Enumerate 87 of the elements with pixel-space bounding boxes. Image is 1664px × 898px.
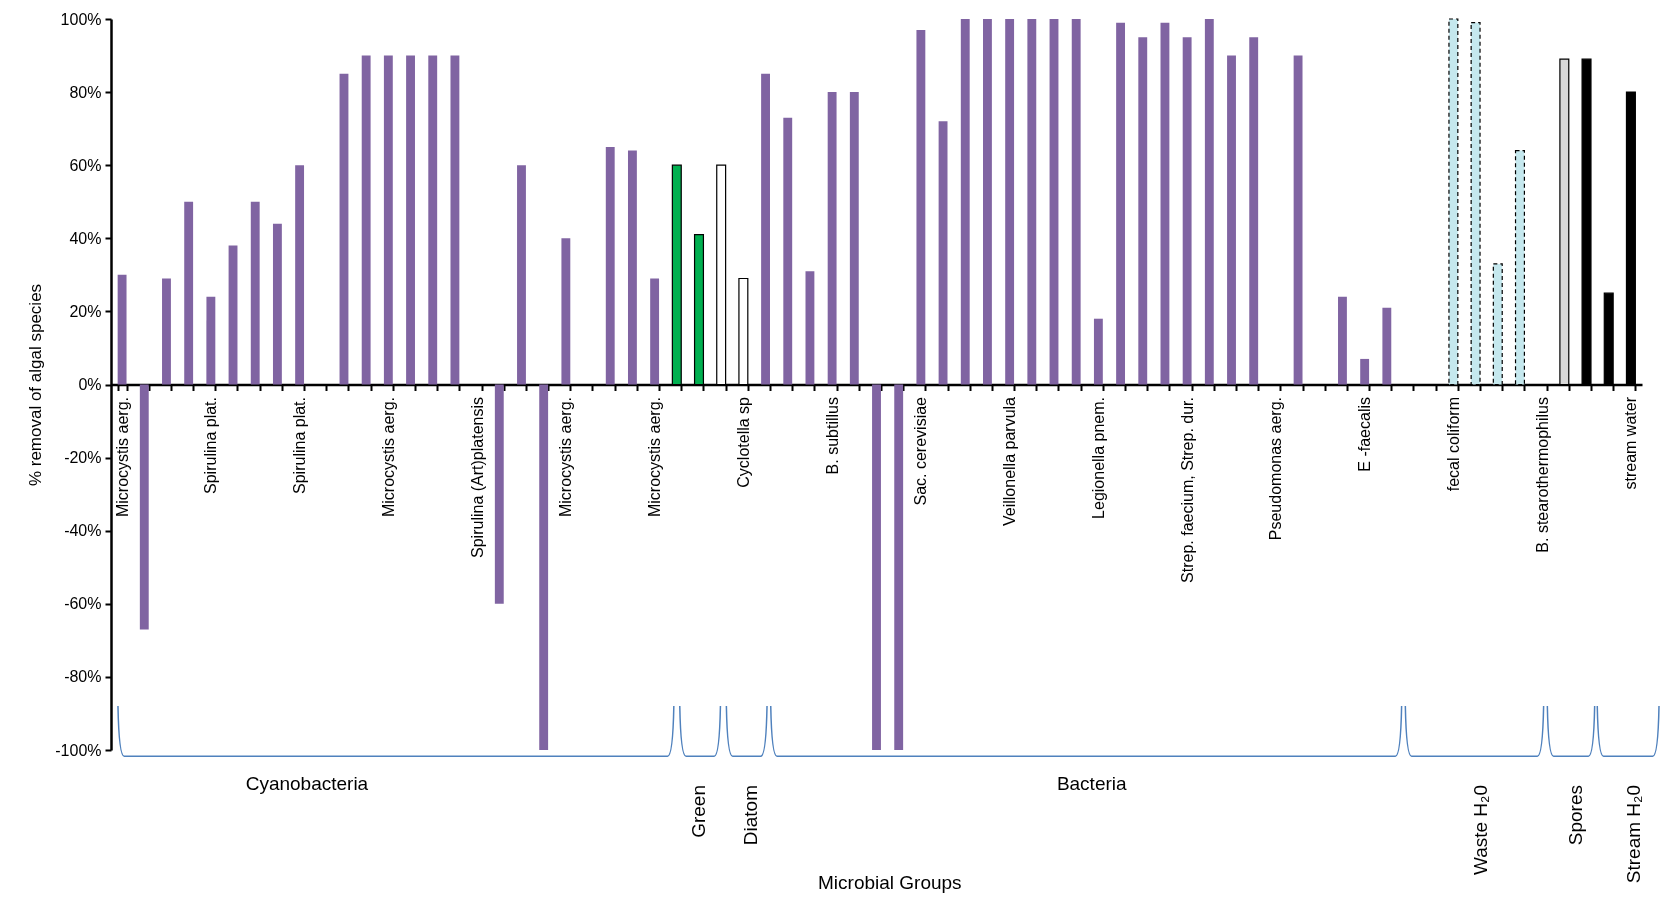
bar [539, 384, 549, 750]
y-tick-label: 100% [60, 10, 102, 28]
bar [295, 165, 305, 385]
x-tick-label: fecal coliform [1444, 397, 1462, 492]
y-tick-label: 0% [78, 376, 102, 393]
x-tick-label: Spirulina plat. [202, 397, 220, 494]
x-tick-label: B. subtillus [823, 397, 841, 475]
text: Bacteria [1056, 773, 1128, 794]
y-tick-label: -40% [64, 522, 102, 540]
bar [450, 55, 460, 385]
bar [1071, 19, 1081, 385]
text: Green [688, 785, 710, 838]
bar [872, 384, 881, 750]
bar [228, 245, 238, 385]
x-tick-label: Legionella pnem. [1089, 397, 1107, 519]
x-tick-label: Microcystis aerg. [646, 397, 664, 518]
text: Cyanobacteria [245, 773, 369, 794]
y-tick-label: 60% [69, 156, 102, 174]
bar [250, 201, 260, 385]
y-tick-label: 20% [69, 302, 102, 320]
bar [983, 19, 992, 385]
bar [761, 73, 770, 385]
x-tick-label: Spirulina (Art)platensis [468, 397, 486, 558]
y-tick-label: 80% [69, 83, 102, 101]
bar [827, 92, 837, 385]
bar [1338, 296, 1347, 385]
bar [849, 92, 859, 385]
bar [361, 55, 371, 385]
x-tick-label: B. stearothermophilus [1533, 397, 1551, 553]
bar [406, 55, 415, 385]
bar [428, 55, 438, 385]
text: Microbial Groups [818, 872, 962, 893]
bar [1360, 358, 1370, 385]
bar [1160, 22, 1170, 385]
bar [1116, 22, 1126, 385]
y-tick-label: -20% [64, 449, 102, 467]
bar [1382, 307, 1392, 385]
y-tick-label: -60% [64, 595, 102, 613]
bar [1249, 37, 1259, 385]
y-tick-label: -100% [55, 741, 102, 759]
x-tick-label: Microcystis aerg. [113, 397, 131, 518]
bar [1005, 19, 1015, 385]
bar [184, 201, 194, 385]
text: Spores [1564, 785, 1586, 846]
x-tick-label: Spirulina plat. [291, 397, 309, 494]
x-tick-label: Strep. faecium, Strep. dur. [1178, 397, 1196, 583]
bar [1093, 318, 1103, 385]
x-tick-label: Microcystis aerg. [379, 397, 397, 518]
bar [894, 384, 904, 750]
x-tick-label: Sac. cerevisiae [912, 396, 930, 506]
bar [1182, 37, 1192, 385]
bar [162, 278, 171, 385]
bar [916, 29, 926, 385]
bar [139, 384, 149, 630]
bar [494, 384, 504, 604]
bar [272, 223, 282, 385]
x-tick-label: Veillonella parvula [1001, 396, 1019, 526]
x-tick-label: E -faecalis [1356, 397, 1374, 472]
bar [1293, 55, 1303, 385]
text: Stream H₂0 [1622, 785, 1644, 884]
bar [960, 19, 970, 385]
bar [1204, 19, 1214, 385]
bar [383, 55, 393, 385]
y-axis-title: % removal of algal species [26, 283, 46, 487]
x-tick-label: Microcystis aerg. [557, 397, 575, 518]
bar [561, 238, 571, 385]
bar [1027, 19, 1037, 385]
x-tick-label: Cyclotella sp [734, 396, 752, 488]
text: Waste H₂0 [1469, 785, 1491, 876]
bar [517, 165, 526, 385]
bar [1138, 37, 1148, 385]
bar [783, 117, 793, 385]
bar [650, 278, 660, 385]
bar [938, 121, 948, 385]
bar [117, 274, 127, 385]
text: Diatom [739, 785, 761, 846]
bar [805, 271, 815, 385]
bar [1049, 19, 1059, 385]
x-tick-label: stream water [1622, 396, 1640, 490]
bar [206, 296, 216, 385]
bar [1227, 55, 1236, 385]
bar [605, 146, 615, 385]
y-tick-label: 40% [69, 229, 102, 247]
x-tick-label: Pseudomonas aerg. [1267, 397, 1285, 541]
bar [339, 73, 349, 385]
bar [627, 150, 637, 385]
y-tick-label: -80% [64, 668, 102, 686]
